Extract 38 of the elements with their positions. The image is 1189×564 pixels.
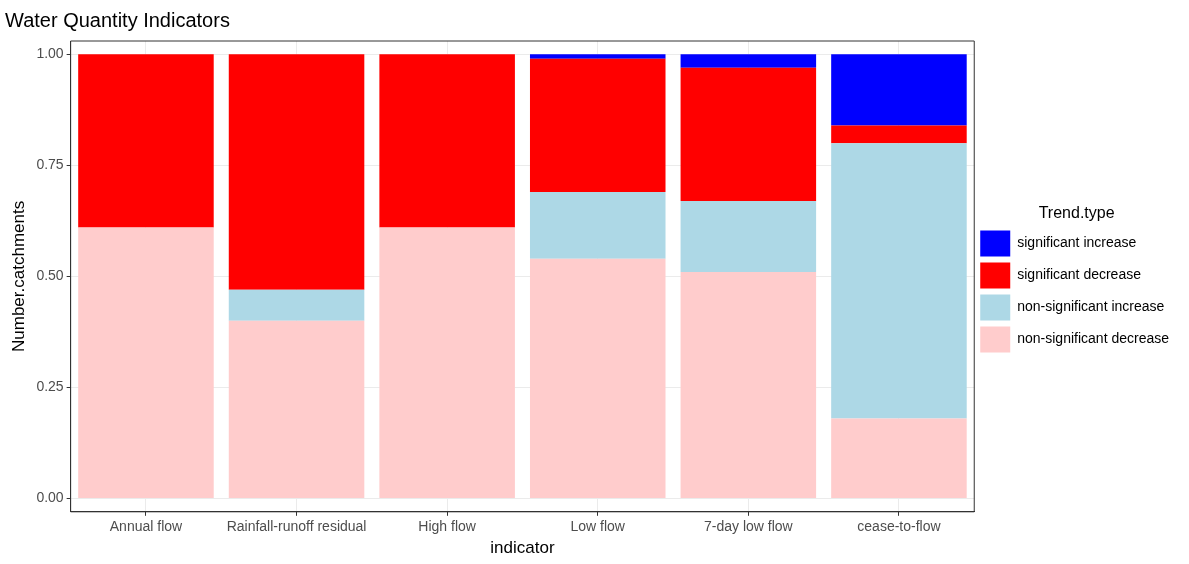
bar (680, 200, 817, 272)
bar (379, 227, 515, 498)
bar (228, 289, 365, 321)
y-tick-label: 1.00 (36, 45, 64, 62)
legend-label: significant decrease (1017, 266, 1142, 283)
bar (529, 258, 666, 498)
bar (228, 320, 365, 498)
bar (680, 54, 817, 68)
x-tick-label: 7-day low flow (703, 518, 794, 535)
bar (680, 67, 817, 201)
bar (228, 54, 365, 290)
x-axis-title: indicator (490, 538, 555, 558)
y-tick-label: 0.75 (36, 156, 64, 173)
bar (379, 54, 515, 228)
x-tick-label: cease-to-flow (857, 518, 942, 535)
legend-label: non-significant increase (1017, 298, 1165, 315)
bar (78, 54, 214, 228)
bar (831, 54, 967, 126)
y-tick-label: 0.25 (36, 378, 64, 395)
x-tick-label: High flow (418, 518, 477, 535)
bar (529, 54, 666, 59)
x-tick-label: Low flow (570, 518, 626, 535)
legend-title: Trend.type (1038, 203, 1115, 221)
y-axis-title: Number.catchments (8, 200, 28, 352)
bar (529, 58, 666, 193)
y-tick-label: 0.00 (36, 489, 64, 506)
bar (831, 418, 967, 498)
chart-title: Water Quantity Indicators (5, 8, 230, 31)
legend-label: significant increase (1017, 234, 1137, 251)
bar (831, 143, 967, 419)
bar (680, 271, 817, 498)
legend-label: non-significant decrease (1017, 330, 1170, 347)
x-tick-label: Annual flow (109, 518, 184, 535)
bar (78, 227, 214, 498)
bar (529, 192, 666, 259)
x-tick-label: Rainfall-runoff residual (226, 518, 367, 535)
bar (831, 125, 967, 144)
y-tick-label: 0.50 (36, 267, 64, 284)
